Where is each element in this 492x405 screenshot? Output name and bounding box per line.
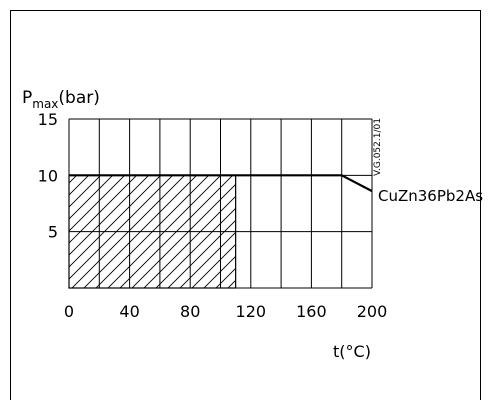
x-tick-label: 160: [296, 302, 327, 321]
x-axis-label: t(°C): [333, 342, 371, 361]
y-tick-label: 15: [38, 110, 58, 129]
svg-text:Pmax(bar): Pmax(bar): [22, 88, 100, 111]
y-axis-label-unit: (bar): [58, 88, 99, 108]
series-line: [69, 174, 373, 193]
series-label: CuZn36Pb2As: [378, 187, 483, 205]
x-tick-label: 40: [119, 302, 139, 321]
y-tick-label: 5: [48, 223, 58, 242]
x-tick-label: 200: [357, 302, 388, 321]
y-axis-label: P: [22, 88, 32, 108]
x-tick-label: 0: [64, 302, 74, 321]
chart-frame: [10, 10, 481, 400]
y-axis-label-subscript: max: [32, 97, 58, 111]
x-tick-label: 120: [236, 302, 267, 321]
x-tick-label: 80: [180, 302, 200, 321]
figure-code-annotation: V.G.052.1/01: [373, 118, 383, 176]
y-tick-label: 10: [38, 166, 58, 185]
